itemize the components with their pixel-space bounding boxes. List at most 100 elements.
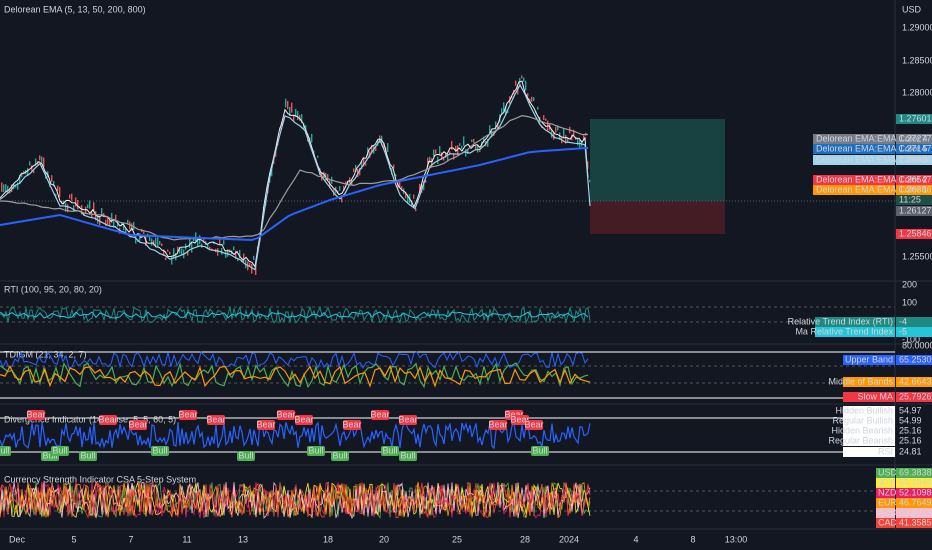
candle [425,180,427,183]
candle [311,133,313,143]
series-label-text: Middle of Bands [828,376,893,386]
value-tag [896,478,932,488]
currency-tag [876,518,895,528]
series-label-text: Hidden Bearish [831,425,893,435]
bull-label-text: Bull [152,445,167,455]
candle [405,191,407,199]
candle [39,155,41,161]
candle [197,239,199,248]
candle [243,253,245,263]
candle [3,184,5,193]
candle [179,247,181,254]
bear-label [257,420,275,430]
candle [365,163,367,166]
currency-name: AUD [878,507,898,517]
axis-label: 100 [902,297,917,307]
series-label-text: Upper Band [845,354,893,364]
candle [563,128,565,139]
candle [577,138,579,146]
value-tag [896,508,932,518]
candle [555,126,557,133]
value-tag-text: 52.10983 [899,487,932,497]
candle [471,139,473,142]
candle [113,218,115,228]
series-label-text: RSI [878,446,893,456]
candle [427,157,429,168]
candle [353,168,355,173]
currency-tag [876,468,895,478]
bull-label-text: Bull [308,445,323,455]
bull-label [79,451,97,461]
long-position-profit [590,119,725,201]
candle [557,125,559,131]
bull-label [331,451,349,461]
candle [565,134,567,144]
ema-label [813,134,895,144]
candle [479,148,481,152]
time-axis-label: 13:00 [725,534,748,544]
bull-label-text: Bull [42,450,57,460]
tdigm-fast [0,361,589,389]
value-tag-text: 46.76495 [899,497,932,507]
axis-label: -100 [902,334,920,344]
candle [11,184,13,193]
candle [463,136,465,146]
candle [523,77,525,82]
bull-label [51,446,69,456]
candle [131,223,133,231]
candle [407,194,409,204]
candle [189,238,191,248]
candle [7,185,9,194]
bull-label-text: Bull [332,450,347,460]
price-tag [896,195,932,205]
price-tag-text: 11:25 [899,194,921,204]
long-position-loss [590,201,725,234]
candle [75,197,77,207]
candle [217,248,219,256]
currency-strength [0,481,591,519]
candle [415,208,417,212]
candle [483,136,485,144]
candle [57,185,59,191]
time-axis-label: 11 [182,534,191,544]
value-tag-text: 65.25300 [899,354,932,364]
candle [285,98,287,108]
series-label-text: Ma Relative Trend Index [795,326,893,336]
candle [473,138,475,143]
series-label-text: Regular Bearish [828,435,893,445]
candle [495,121,497,130]
candle [289,106,291,117]
value-tag [896,488,932,498]
candle [505,106,507,116]
currency: USD [902,4,922,14]
bear-label [27,410,45,420]
candle [515,80,517,86]
candle [487,138,489,147]
bear-label-text: Bear [342,419,361,429]
candle [449,151,451,155]
candle [53,181,55,187]
value-tag-text: 41.35855 [899,517,932,527]
value-tag-text: 42.69136 [899,507,932,517]
candle [115,214,117,222]
candle [19,174,21,185]
bear-label-text: Bear [98,414,117,424]
candle [167,249,169,252]
candle [249,262,251,267]
series-label [815,327,895,337]
candle [235,250,237,260]
ema-200 [0,147,589,241]
price-axis-label: 1.25500 [902,251,932,261]
price-tag [896,134,932,144]
bear-label [399,415,417,425]
rsi-line [0,421,591,450]
candle [455,145,457,152]
indicator-title: Divergence Indicator (14, close, 5, 5, 6… [4,414,176,424]
value-tag [896,327,932,337]
value-text: 54.99 [899,415,922,425]
bear-label [179,410,197,420]
candle [173,248,175,258]
currency-strength [0,481,591,518]
candle [543,115,545,121]
candle [345,181,347,184]
